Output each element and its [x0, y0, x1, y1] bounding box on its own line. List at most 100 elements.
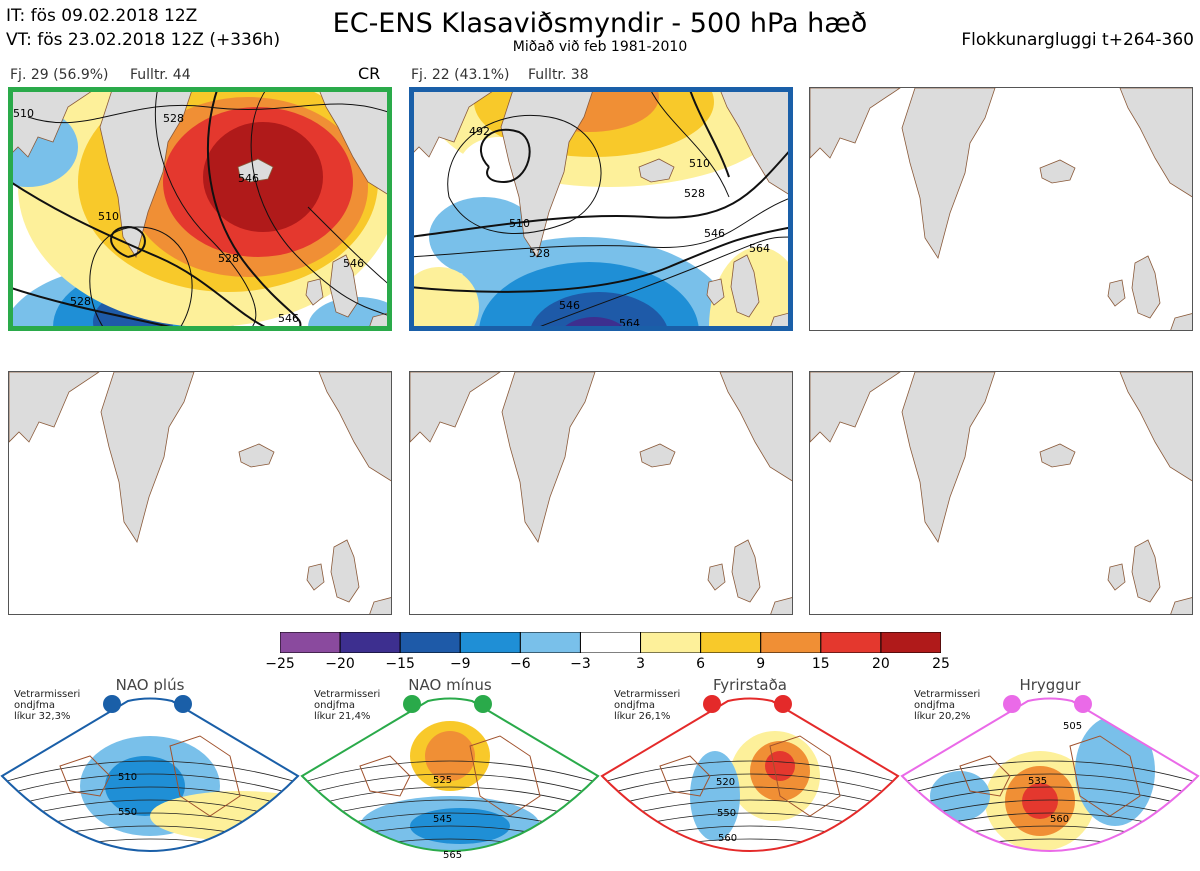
regime-probability: Vetrarmisseri ondjfma líkur 21,4%	[314, 689, 381, 722]
regime-anomaly	[1022, 783, 1058, 819]
height-contour	[409, 226, 793, 293]
colorbar-tick: −20	[325, 656, 355, 672]
anomaly-blob	[429, 197, 539, 277]
regime-contour	[2, 773, 298, 800]
regime-coastline	[659, 735, 841, 817]
colorbar-segment	[640, 631, 702, 654]
height-contour	[27, 103, 389, 124]
regime-contour-label: 510	[118, 772, 137, 783]
regime-nao-plus: 510 550 NAO plús Vetrarmisseri ondjfma líkur …	[0, 676, 300, 871]
height-contour	[688, 87, 730, 178]
regime-marker	[1003, 695, 1021, 713]
regime-contour	[902, 773, 1198, 800]
height-contour	[528, 236, 793, 331]
contour-label: 492	[469, 125, 490, 138]
regime-contour-label: 550	[717, 808, 736, 819]
regime-marker	[174, 695, 192, 713]
regime-contour	[900, 865, 1200, 871]
regime-contour	[302, 786, 598, 813]
panel-1-representative: Fulltr. 44	[130, 67, 191, 83]
regime-title: Hryggur	[1019, 676, 1081, 694]
contour-label: 528	[218, 252, 239, 265]
panel-2-count: Fj. 22 (43.1%)	[411, 67, 510, 83]
regime-contour-label: 520	[716, 777, 735, 788]
regime-contour	[302, 773, 598, 800]
contour-label: 528	[70, 295, 91, 308]
regime-coastline	[959, 735, 1141, 817]
regime-anomaly	[930, 771, 990, 821]
colorbar-segment	[700, 631, 762, 654]
colorbar-tick: 20	[871, 656, 890, 672]
anomaly-blob	[529, 292, 669, 331]
page-title: EC-ENS Klasaviðsmyndir - 500 hPa hæð	[332, 8, 868, 39]
colorbar-tick: −9	[449, 656, 471, 672]
regime-anomaly	[765, 751, 795, 781]
regime-marker	[774, 695, 792, 713]
regime-contour-label: 560	[1050, 814, 1069, 825]
height-contour	[110, 225, 146, 258]
regime-frame	[0, 697, 300, 852]
contour-label: 564	[619, 317, 640, 330]
colorbar-segment	[760, 631, 822, 654]
regime-contour-label: 505	[1063, 721, 1082, 732]
regime-contour	[602, 838, 898, 851]
regime-contour-label: 535	[1028, 776, 1047, 787]
height-contour	[250, 87, 392, 318]
anomaly-blob	[409, 267, 479, 331]
colorbar-segment	[399, 631, 461, 654]
regime-frame	[600, 697, 900, 852]
contour-label: 546	[704, 227, 725, 240]
regime-marker	[403, 695, 421, 713]
contour-label: 510	[689, 157, 710, 170]
regime-contour	[900, 852, 1200, 871]
panel-2-representative: Fulltr. 38	[528, 67, 589, 83]
regime-contour	[902, 786, 1198, 813]
regime-nao-minus: 525 545 565 NAO mínus Vetrarmisseri ondjfma lí…	[300, 676, 600, 871]
regime-contour	[302, 838, 598, 851]
cluster-map-2: 492 510 528 546 564 510 528 546 564	[409, 87, 793, 331]
regime-frame	[300, 697, 600, 852]
regime-contour	[2, 760, 298, 787]
regime-contour	[0, 865, 300, 871]
height-contour	[155, 87, 257, 331]
regime-contour	[302, 760, 598, 787]
regime-contour	[0, 852, 300, 871]
colorbar-tick: 9	[756, 656, 766, 672]
regime-title: NAO plús	[115, 676, 185, 694]
regime-contour	[2, 786, 298, 813]
regime-contour	[2, 838, 298, 851]
regime-contour	[602, 786, 898, 813]
contour-label: 546	[343, 257, 364, 270]
regime-probability: Vetrarmisseri ondjfma líkur 26,1%	[614, 689, 681, 722]
contour-label: 528	[163, 112, 184, 125]
contour-label: 546	[278, 312, 299, 325]
panel-1-tag: CR	[358, 64, 381, 83]
colorbar-segment	[339, 631, 401, 654]
colorbar-tick: −15	[385, 656, 415, 672]
regime-contour-label: 545	[433, 814, 452, 825]
page-subtitle: Miðað við feb 1981-2010	[512, 39, 688, 55]
regime-marker	[474, 695, 492, 713]
regime-contour-label: 525	[433, 775, 452, 786]
height-contour	[307, 206, 392, 288]
colorbar-segment	[579, 631, 642, 654]
regime-anomaly	[690, 751, 740, 841]
contour-label: 528	[684, 187, 705, 200]
regime-anomaly	[425, 731, 475, 781]
regime-contour	[600, 852, 900, 871]
regime-marker	[703, 695, 721, 713]
empty-map-5	[409, 371, 793, 615]
panel-1-count: Fj. 29 (56.9%)	[10, 67, 109, 83]
regime-contour-label: 560	[718, 833, 737, 844]
contour-label: 510	[509, 217, 530, 230]
cluster-map-1: 510 528 546 510 528 528 546 546	[8, 87, 392, 331]
contour-label: 510	[13, 107, 34, 120]
regime-coastline	[59, 735, 241, 817]
initial-time: IT: fös 09.02.2018 12Z	[6, 6, 198, 26]
regime-ridge: 505 535 560 Hryggur Vetrarmisseri ondjfma líku…	[900, 676, 1200, 871]
colorbar-tick: 25	[932, 656, 950, 672]
height-contour	[447, 115, 602, 234]
regime-contour-label: 550	[118, 807, 137, 818]
colorbar-tick: −3	[570, 656, 591, 672]
contour-label: 564	[749, 242, 770, 255]
